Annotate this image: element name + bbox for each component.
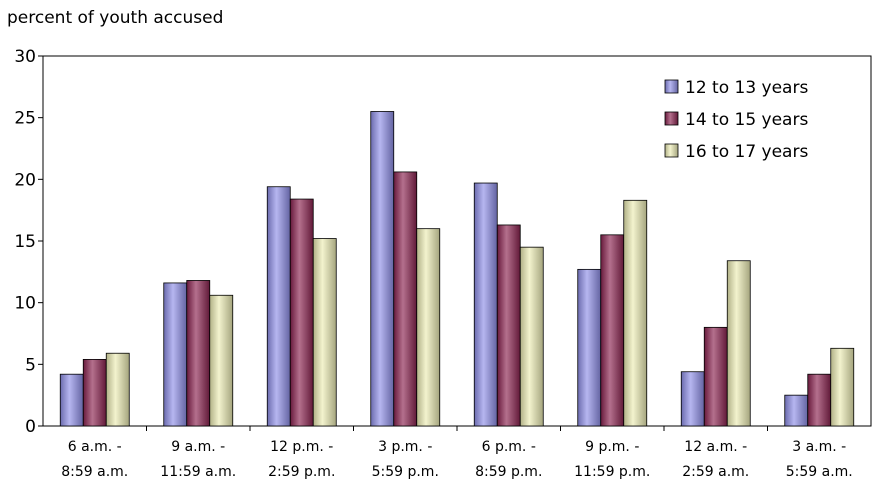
x-tick-label: 5:59 a.m.: [786, 464, 853, 480]
bar: [59, 373, 84, 427]
bar: [496, 224, 521, 427]
bar: [600, 234, 625, 427]
x-tick-label: 12 a.m. -: [684, 439, 747, 455]
bar: [289, 198, 314, 427]
y-tick-label: 20: [14, 170, 36, 190]
x-tick-label: 8:59 p.m.: [475, 464, 542, 480]
bar: [519, 246, 544, 427]
bar: [186, 280, 211, 427]
bar: [209, 294, 234, 427]
y-axis-label: percent of youth accused: [7, 8, 224, 28]
y-tick-label: 10: [14, 294, 36, 314]
x-tick-label: 11:59 a.m.: [160, 464, 236, 480]
bar: [312, 238, 337, 427]
bar: [784, 394, 809, 427]
legend-label: 12 to 13 years: [685, 78, 808, 98]
x-tick-label: 8:59 a.m.: [61, 464, 128, 480]
x-tick-label: 11:59 p.m.: [574, 464, 650, 480]
bar: [703, 326, 728, 427]
x-tick-label: 6 a.m. -: [68, 439, 122, 455]
legend-swatch: [664, 143, 679, 158]
x-tick-label: 9 a.m. -: [171, 439, 225, 455]
legend-label: 16 to 17 years: [685, 142, 808, 162]
bar: [82, 358, 107, 427]
bar: [163, 282, 188, 427]
x-tick-label: 9 p.m. -: [585, 439, 639, 455]
x-tick-label: 5:59 p.m.: [372, 464, 439, 480]
x-tick-label: 6 p.m. -: [482, 439, 536, 455]
bar: [623, 199, 648, 427]
bar: [105, 352, 130, 427]
bar: [830, 347, 855, 427]
bar: [807, 373, 832, 427]
x-tick-label: 3 p.m. -: [378, 439, 432, 455]
y-tick-label: 30: [14, 47, 36, 67]
bar: [370, 111, 395, 427]
bar: [680, 371, 705, 427]
legend-label: 14 to 15 years: [685, 110, 808, 130]
legend-swatch: [664, 79, 679, 94]
x-tick-label: 2:59 p.m.: [268, 464, 335, 480]
bar: [393, 171, 418, 427]
y-tick-label: 15: [14, 232, 36, 252]
y-tick-label: 25: [14, 109, 36, 129]
y-tick-label: 0: [25, 417, 36, 437]
x-tick-label: 2:59 a.m.: [682, 464, 749, 480]
x-tick-label: 12 p.m. -: [270, 439, 333, 455]
x-tick-label: 3 a.m. -: [792, 439, 846, 455]
bar: [473, 182, 498, 427]
y-tick-label: 5: [25, 355, 36, 375]
bar: [726, 260, 751, 427]
bar: [416, 228, 441, 427]
legend-swatch: [664, 111, 679, 126]
bar: [577, 268, 602, 427]
bar: [266, 186, 291, 427]
